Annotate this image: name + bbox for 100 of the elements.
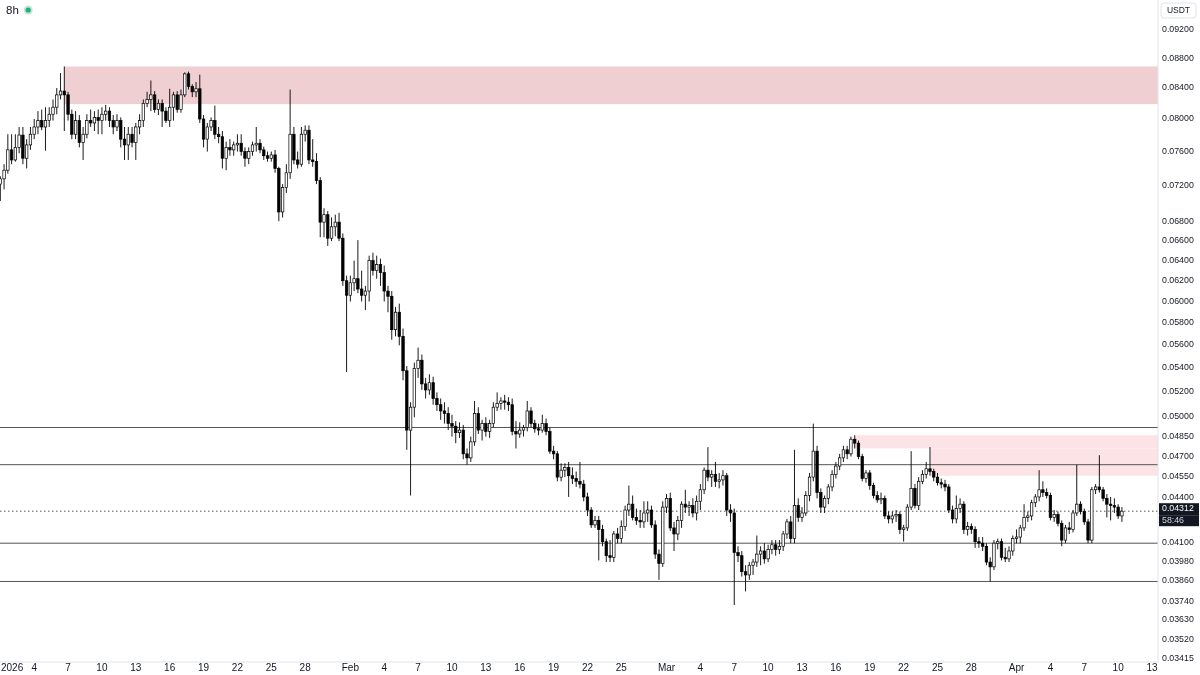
candlestick xyxy=(220,130,224,169)
candlestick xyxy=(329,217,334,242)
x-tick-label: 4 xyxy=(697,662,704,673)
candlestick xyxy=(333,214,337,237)
x-tick-label: 10 xyxy=(1112,662,1125,673)
x-tick-label: 7 xyxy=(1081,662,1088,673)
x-tick-label: 22 xyxy=(898,662,910,673)
y-tick-label: 0.04400 xyxy=(1162,492,1194,503)
x-tick-label: 7 xyxy=(415,662,422,673)
x-tick-label: 4 xyxy=(1047,662,1054,673)
candlestick xyxy=(499,396,503,411)
x-tick-label: 13 xyxy=(480,662,492,673)
candlestick xyxy=(555,450,559,482)
candlestick xyxy=(228,138,232,157)
candlestick xyxy=(213,105,217,140)
x-tick-label: 13 xyxy=(130,662,142,673)
y-tick-label: 0.07600 xyxy=(1162,145,1194,156)
candlestick xyxy=(43,106,48,152)
candlestick xyxy=(40,109,44,131)
candlestick xyxy=(612,530,616,563)
candlestick xyxy=(62,66,66,132)
y-tick-label: 0.06600 xyxy=(1162,235,1194,246)
y-tick-label: 0.08800 xyxy=(1162,52,1194,63)
chart-title: 8h xyxy=(6,4,19,16)
candlestick xyxy=(687,500,691,517)
candlestick xyxy=(759,545,763,566)
candlestick xyxy=(375,255,379,280)
candlestick xyxy=(21,126,25,165)
y-tick-label: 0.08400 xyxy=(1162,82,1194,93)
x-tick-label: 16 xyxy=(514,662,526,673)
candlestick xyxy=(36,110,40,135)
ref-line-label: 0.04312 xyxy=(1162,503,1194,514)
y-tick-label: 0.06000 xyxy=(1162,295,1194,306)
x-tick-label: 16 xyxy=(164,662,176,673)
x-tick-label: 10 xyxy=(762,662,775,673)
x-tick-label: 13 xyxy=(1146,662,1159,673)
y-tick-label: 0.03415 xyxy=(1162,653,1194,664)
candlestick xyxy=(484,416,488,438)
candlestick xyxy=(1041,480,1045,498)
candlestick xyxy=(96,109,100,135)
x-tick-label: 19 xyxy=(198,662,210,673)
x-tick-label: Mar xyxy=(657,662,676,673)
x-tick-label: 16 xyxy=(830,662,842,673)
candlestick xyxy=(74,110,78,140)
y-tick-label: 0.04700 xyxy=(1162,450,1194,461)
y-tick-label: 0.06200 xyxy=(1162,275,1194,286)
x-tick-label: 28 xyxy=(965,662,978,673)
x-tick-label: 4 xyxy=(381,662,388,673)
y-tick-label: 0.03740 xyxy=(1162,595,1194,606)
x-tick-label: 19 xyxy=(548,662,560,673)
y-tick-label: 0.04100 xyxy=(1162,537,1194,548)
candlestick xyxy=(928,446,932,477)
y-tick-label: 0.03630 xyxy=(1162,614,1194,625)
candlestick xyxy=(883,495,887,520)
y-tick-label: 0.07200 xyxy=(1162,180,1194,191)
y-tick-label: 0.03980 xyxy=(1162,556,1194,567)
y-tick-label: 0.05000 xyxy=(1162,411,1194,422)
y-tick-label: 0.06400 xyxy=(1162,254,1194,265)
candlestick xyxy=(168,88,172,128)
y-tick-label: 0.04550 xyxy=(1162,471,1194,482)
candlestick xyxy=(1063,524,1068,544)
x-tick-label: 19 xyxy=(864,662,876,673)
y-tick-label: 0.03860 xyxy=(1162,575,1194,586)
candlestick xyxy=(427,373,431,396)
x-tick-label: 2026 xyxy=(1,662,24,673)
candlestick xyxy=(1109,496,1113,521)
candlestick xyxy=(597,515,601,561)
candlestick xyxy=(984,542,989,566)
candlestick xyxy=(503,394,507,411)
candlestick xyxy=(563,462,567,478)
x-tick-label: 7 xyxy=(65,662,72,673)
x-tick-label: 7 xyxy=(731,662,738,673)
candlestick xyxy=(100,106,104,135)
x-tick-label: 13 xyxy=(796,662,809,673)
y-tick-label: 0.05400 xyxy=(1162,362,1194,373)
candlestick xyxy=(638,509,642,529)
candlestick xyxy=(1112,497,1116,514)
x-tick-label: 28 xyxy=(299,662,312,673)
candlestick xyxy=(171,91,176,122)
candlestick xyxy=(442,401,447,425)
candlestick xyxy=(130,126,134,148)
candlestick xyxy=(235,133,240,152)
y-tick-label: 0.03520 xyxy=(1162,634,1194,645)
x-tick-label: 25 xyxy=(265,662,278,673)
y-tick-label: 0.06800 xyxy=(1162,216,1194,227)
x-tick-label: 22 xyxy=(231,662,244,673)
candlestick xyxy=(642,500,646,529)
x-tick-label: 10 xyxy=(96,662,108,673)
candlestick xyxy=(1120,506,1124,523)
x-tick-label: Feb xyxy=(341,662,360,673)
x-tick-label: 25 xyxy=(931,662,944,673)
y-tick-label: 0.04850 xyxy=(1162,430,1194,441)
x-tick-label: Apr xyxy=(1008,662,1025,673)
candlestick xyxy=(1030,499,1034,521)
candlestick xyxy=(160,99,164,128)
text: 58:46 xyxy=(1162,515,1185,526)
x-tick-label: 22 xyxy=(581,662,594,673)
y-axis-title: USDT xyxy=(1166,5,1191,16)
y-tick-label: 0.08000 xyxy=(1162,113,1194,124)
y-tick-label: 0.05200 xyxy=(1162,386,1194,397)
